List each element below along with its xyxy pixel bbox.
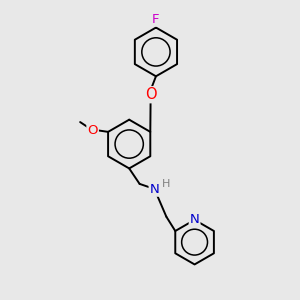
Text: N: N — [190, 213, 200, 226]
Text: O: O — [145, 87, 156, 102]
Text: H: H — [162, 179, 170, 189]
Text: N: N — [150, 183, 159, 196]
Text: O: O — [87, 124, 98, 137]
Text: F: F — [152, 13, 160, 26]
